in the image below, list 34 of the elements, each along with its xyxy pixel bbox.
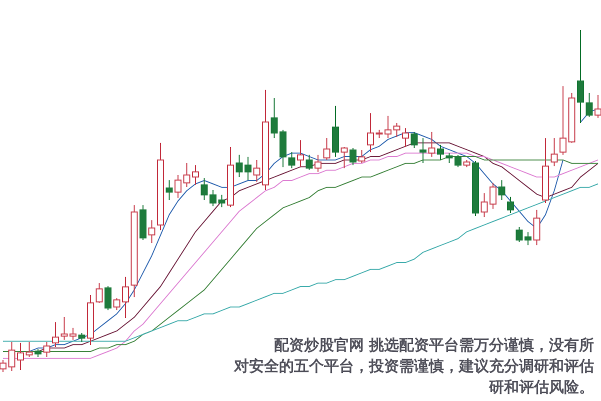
candlestick (323, 138, 330, 160)
candlestick (166, 180, 173, 200)
candlestick (43, 341, 50, 358)
candlestick (297, 140, 304, 168)
candlestick (428, 131, 436, 158)
candlestick (367, 112, 374, 153)
annotation: 对安全的五个平台，投资需谨慎，建议充分调研和评估 (233, 357, 594, 375)
candlestick (314, 154, 322, 172)
candlestick (148, 220, 156, 244)
candlestick (437, 144, 444, 160)
text: 配资炒股官网 挑选配资平台需万分谨慎，没有所 (274, 336, 594, 354)
candlestick (350, 147, 356, 166)
text: 研和评估风险。 (488, 378, 594, 396)
candlestick (393, 122, 400, 138)
candlestick (550, 138, 558, 167)
candlestick (306, 154, 313, 170)
candlestick (586, 92, 593, 118)
candlestick (96, 282, 103, 304)
candlestick (498, 180, 506, 200)
candlestick (52, 322, 59, 348)
candlestick (288, 152, 296, 169)
candlestick (26, 341, 33, 358)
candlestick (507, 196, 514, 214)
candlestick (104, 286, 112, 311)
candlestick (420, 138, 426, 164)
candlestick (358, 150, 366, 164)
candlestick (174, 174, 182, 198)
candlestick (340, 146, 348, 169)
candlestick (402, 128, 409, 148)
candlestick (533, 209, 540, 246)
candlestick (577, 30, 584, 124)
candlestick (218, 194, 226, 208)
candlestick (410, 131, 418, 148)
candlestick (560, 86, 566, 156)
